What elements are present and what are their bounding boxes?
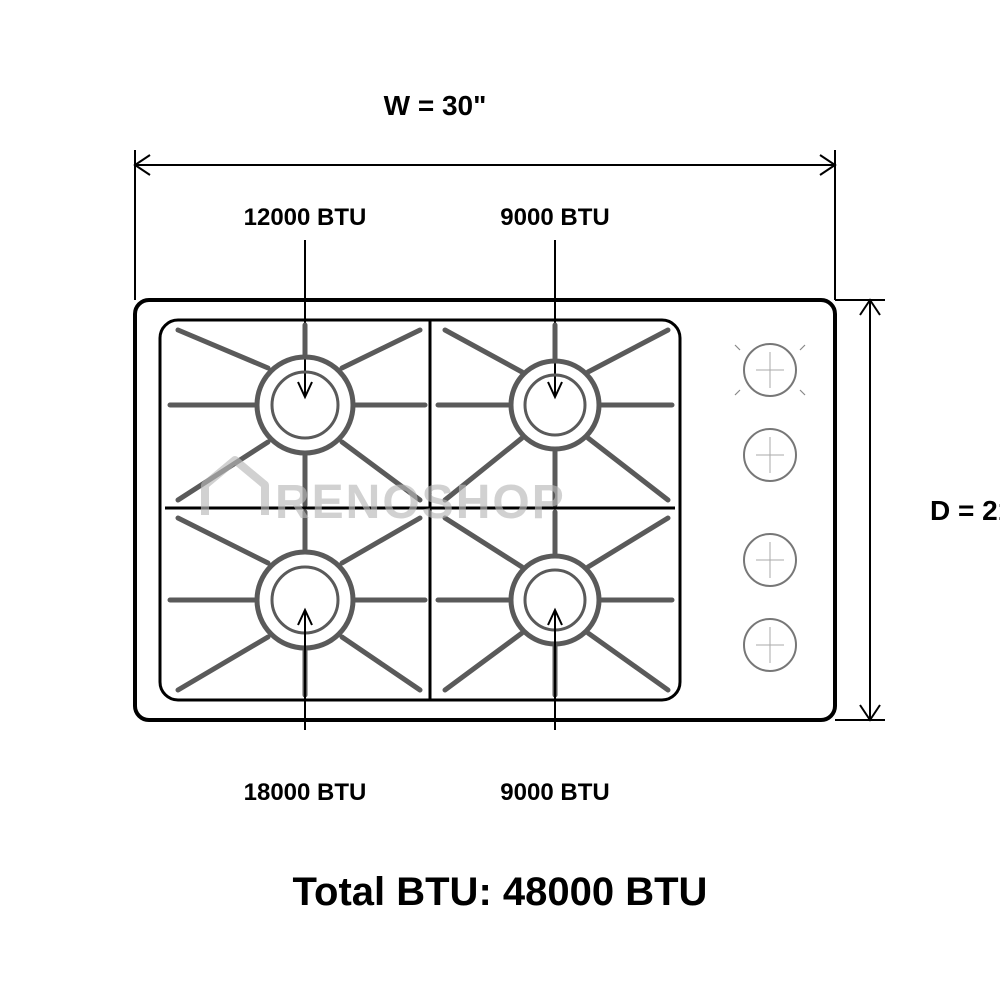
btu-bottom-left: 18000 BTU xyxy=(244,779,367,806)
depth-label: D = 21" xyxy=(930,495,1000,526)
diagram-canvas: W = 30" D = 21" 12000 BTU 9000 BTU xyxy=(0,0,1000,1000)
btu-bottom-right: 9000 BTU xyxy=(500,779,609,806)
width-dimension: W = 30" xyxy=(135,90,835,300)
knobs xyxy=(735,344,805,671)
watermark: RENOSHOP xyxy=(205,460,566,529)
depth-dimension: D = 21" xyxy=(835,300,1000,720)
knob-4 xyxy=(744,619,796,671)
knob-3 xyxy=(744,534,796,586)
burner-bottom-left xyxy=(170,512,425,695)
watermark-text: RENOSHOP xyxy=(275,476,566,529)
knob-2 xyxy=(744,429,796,481)
knob-1 xyxy=(735,344,805,396)
width-label: W = 30" xyxy=(384,90,487,121)
btu-top-left: 12000 BTU xyxy=(244,204,367,231)
btu-top-right: 9000 BTU xyxy=(500,204,609,231)
cooktop: RENOSHOP xyxy=(135,300,835,720)
total-btu: Total BTU: 48000 BTU xyxy=(293,870,708,914)
burner-labels-bottom: 18000 BTU 9000 BTU xyxy=(244,610,610,806)
